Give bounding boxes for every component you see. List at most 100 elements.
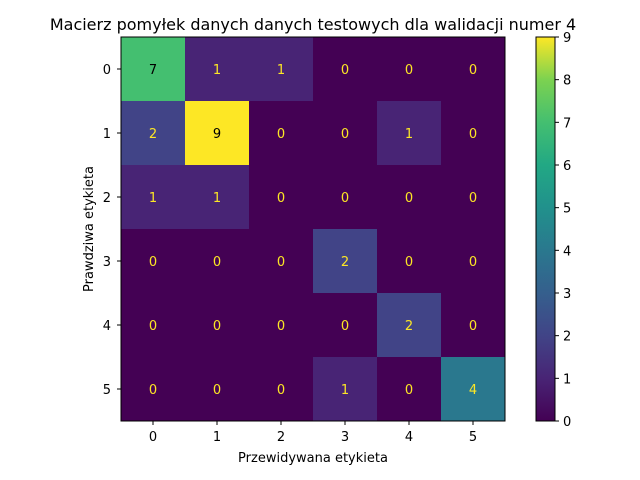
heatmap-cell bbox=[249, 37, 314, 102]
heatmap-value-label: 0 bbox=[469, 127, 477, 142]
heatmap-cell bbox=[313, 101, 378, 166]
heatmap-cell bbox=[121, 101, 186, 166]
heatmap-value-label: 1 bbox=[405, 127, 413, 142]
heatmap-cell bbox=[249, 293, 314, 358]
x-axis-ticks: 0 1 2 3 4 5 bbox=[149, 421, 477, 445]
heatmap-cell bbox=[313, 357, 378, 422]
heatmap-value-label: 0 bbox=[469, 63, 477, 78]
heatmap-cell bbox=[377, 229, 442, 294]
heatmap-cell bbox=[249, 229, 314, 294]
heatmap-value-label: 0 bbox=[405, 255, 413, 270]
heatmap-cell bbox=[185, 293, 250, 358]
heatmap-value-labels: 7 1 1 0 0 0 2 9 0 0 1 0 1 1 0 0 0 0 0 0 0 2 0 0 0 0 0 0 2 0 0 0 0 1 0 4 bbox=[149, 63, 477, 398]
colorbar-tick-label: 6 bbox=[563, 159, 571, 174]
plot-frame bbox=[120, 36, 506, 422]
heatmap-cell bbox=[441, 293, 506, 358]
heatmap-value-label: 1 bbox=[149, 191, 157, 206]
heatmap-cell bbox=[121, 37, 186, 102]
y-tick-label: 3 bbox=[103, 255, 111, 270]
heatmap-value-label: 0 bbox=[277, 191, 285, 206]
heatmap-value-label: 1 bbox=[277, 63, 285, 78]
heatmap-value-label: 0 bbox=[149, 255, 157, 270]
heatmap-cell bbox=[185, 165, 250, 230]
heatmap-cell bbox=[313, 293, 378, 358]
heatmap-value-label: 0 bbox=[405, 63, 413, 78]
heatmap-value-label: 2 bbox=[341, 255, 349, 270]
x-tick-label: 3 bbox=[341, 430, 349, 445]
heatmap-value-label: 0 bbox=[213, 319, 221, 334]
y-axis-ticks: 0 1 2 3 4 5 bbox=[103, 63, 121, 398]
colorbar-tick-label: 8 bbox=[563, 74, 571, 89]
heatmap-value-label: 1 bbox=[341, 383, 349, 398]
chart-title: Macierz pomyłek danych danych testowych … bbox=[50, 15, 576, 34]
heatmap-value-label: 1 bbox=[213, 191, 221, 206]
colorbar-tick-label: 4 bbox=[563, 244, 571, 259]
colorbar-frame bbox=[535, 36, 556, 422]
heatmap-value-label: 0 bbox=[405, 383, 413, 398]
heatmap-value-label: 0 bbox=[405, 191, 413, 206]
colorbar: 0 1 2 3 4 5 6 7 8 9 bbox=[535, 31, 571, 430]
heatmap-cell bbox=[377, 165, 442, 230]
heatmap-cell bbox=[441, 229, 506, 294]
colorbar-tick-label: 2 bbox=[563, 330, 571, 345]
heatmap-cell bbox=[313, 37, 378, 102]
x-tick-label: 0 bbox=[149, 430, 157, 445]
heatmap-cell bbox=[441, 101, 506, 166]
y-tick-label: 5 bbox=[103, 383, 111, 398]
heatmap-value-label: 0 bbox=[469, 255, 477, 270]
heatmap-value-label: 0 bbox=[469, 191, 477, 206]
heatmap-value-label: 0 bbox=[277, 127, 285, 142]
heatmap-cell bbox=[377, 37, 442, 102]
heatmap-value-label: 0 bbox=[341, 63, 349, 78]
heatmap-cell bbox=[121, 165, 186, 230]
heatmap-cell bbox=[377, 357, 442, 422]
heatmap-value-label: 1 bbox=[213, 63, 221, 78]
heatmap-cell bbox=[313, 229, 378, 294]
y-tick-label: 0 bbox=[103, 63, 111, 78]
y-tick-label: 2 bbox=[103, 191, 111, 206]
heatmap-cell bbox=[313, 165, 378, 230]
heatmap-cell bbox=[185, 229, 250, 294]
heatmap-cell bbox=[121, 293, 186, 358]
heatmap-cell bbox=[441, 357, 506, 422]
heatmap-value-label: 0 bbox=[149, 383, 157, 398]
heatmap-value-label: 7 bbox=[149, 63, 157, 78]
heatmap-value-label: 0 bbox=[277, 255, 285, 270]
heatmap-value-label: 2 bbox=[405, 319, 413, 334]
colorbar-tick-label: 0 bbox=[563, 415, 571, 430]
colorbar-tick-label: 1 bbox=[563, 372, 571, 387]
heatmap-cell bbox=[441, 37, 506, 102]
x-axis-label: Przewidywana etykieta bbox=[238, 451, 388, 466]
x-tick-label: 2 bbox=[277, 430, 285, 445]
y-tick-label: 1 bbox=[103, 127, 111, 142]
heatmap-value-label: 0 bbox=[277, 383, 285, 398]
heatmap-cell bbox=[185, 37, 250, 102]
y-axis-label: Prawdziwa etykieta bbox=[82, 166, 97, 292]
heatmap-cells bbox=[121, 37, 506, 422]
heatmap-cell bbox=[249, 165, 314, 230]
heatmap-cell bbox=[377, 293, 442, 358]
x-tick-label: 5 bbox=[469, 430, 477, 445]
colorbar-tick-label: 5 bbox=[563, 202, 571, 217]
heatmap-value-label: 0 bbox=[341, 191, 349, 206]
y-tick-label: 4 bbox=[103, 319, 111, 334]
x-tick-label: 4 bbox=[405, 430, 413, 445]
colorbar-gradient bbox=[536, 37, 555, 421]
heatmap-cell bbox=[121, 229, 186, 294]
heatmap-cell bbox=[441, 165, 506, 230]
heatmap-value-label: 0 bbox=[277, 319, 285, 334]
heatmap-value-label: 0 bbox=[213, 255, 221, 270]
heatmap-value-label: 9 bbox=[213, 127, 221, 142]
colorbar-tick-label: 7 bbox=[563, 116, 571, 131]
heatmap-value-label: 0 bbox=[341, 127, 349, 142]
heatmap-value-label: 0 bbox=[149, 319, 157, 334]
heatmap-value-label: 0 bbox=[213, 383, 221, 398]
heatmap-cell bbox=[249, 357, 314, 422]
colorbar-tick-label: 9 bbox=[563, 31, 571, 46]
heatmap-cell bbox=[185, 101, 250, 166]
heatmap-cell bbox=[249, 101, 314, 166]
heatmap-value-label: 0 bbox=[341, 319, 349, 334]
heatmap-value-label: 0 bbox=[469, 319, 477, 334]
heatmap-value-label: 4 bbox=[469, 383, 477, 398]
